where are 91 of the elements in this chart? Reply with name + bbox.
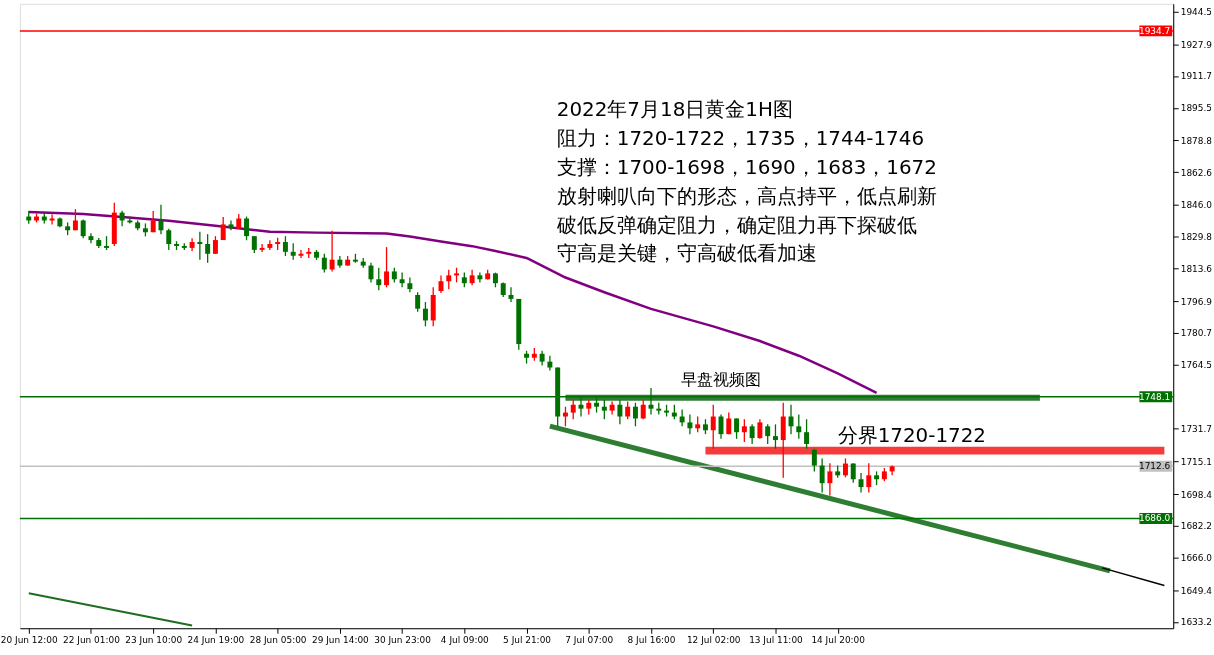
x-tick-label: 14 Jul 20:00 [811,634,866,645]
y-tick-label: 1666.0 [1180,553,1213,564]
annotation: 阻力：1720-1722，1735，1744-1746 [556,127,925,151]
line-series [27,210,878,395]
x-tick-label: 8 Jul 16:00 [627,634,676,645]
x-tick-label: 28 Jun 05:00 [249,634,307,645]
annotation: 早盘视频图 [681,369,762,389]
y-tick-label: 1780.7 [1180,328,1212,339]
y-tick-label: 1633.2 [1180,617,1212,628]
y-tick-label: 1895.5 [1180,103,1212,114]
candlestick [687,413,693,435]
x-tick-label: 20 Jun 12:00 [0,634,58,645]
candlestick [850,462,856,484]
candlestick [298,249,304,259]
candlestick [259,243,265,253]
candlestick [772,423,778,450]
candlestick [384,246,390,288]
y-tick-label: 1698.4 [1180,489,1213,500]
candlestick [446,269,452,290]
y-tick-label: 1829.8 [1180,232,1213,243]
annotation: 分界1720-1722 [837,423,987,447]
candlestick [640,399,646,420]
candlestick [197,230,203,261]
candlestick [267,239,273,251]
candlestick [399,271,405,288]
ref-line-label: 1748.1 [1138,391,1171,402]
candlestick [788,404,794,435]
candlestick [570,399,576,420]
y-tick-label: 1764.5 [1180,360,1212,371]
annotation: 守高是关键，守高破低看加速 [556,242,817,266]
annotation: 放射喇叭向下的形态，高点持平，低点刷新 [556,184,937,208]
candlestick [562,406,568,427]
candlestick [632,402,638,427]
candlestick [376,267,382,291]
candlestick [780,402,786,479]
x-tick-label: 24 Jun 19:00 [187,634,245,645]
candlestick [804,418,810,450]
y-tick-label: 1927.9 [1180,39,1213,50]
y-tick-label: 1911.7 [1180,71,1212,82]
annotation: 2022年7月18日黄金1H图 [556,98,793,122]
candlestick [422,301,428,327]
candlestick [158,204,164,235]
candlestick [757,418,763,440]
candlestick [329,230,335,273]
x-tick-label: 12 Jul 02:00 [686,634,741,645]
candlestick [765,423,771,445]
y-tick-label: 1862.6 [1180,167,1213,178]
candlestick [842,457,848,478]
candlestick [88,232,94,244]
candlestick [734,417,740,440]
candlestick [858,472,864,494]
candlestick [228,219,234,231]
ref-line-label: 1712.6 [1138,461,1171,472]
y-tick-label: 1813.6 [1180,263,1213,274]
x-tick-label: 30 Jun 23:00 [374,634,432,645]
y-tick-label: 1878.8 [1180,135,1213,146]
x-tick-label: 7 Jul 07:00 [565,634,614,645]
candlestick [827,462,833,497]
x-tick-label: 23 Jun 10:00 [125,634,183,645]
candlestick [321,253,327,274]
candlestick [80,218,86,239]
annotation: 破低反弹确定阻力，确定阻力再下探破低 [555,213,917,237]
candlestick [244,215,250,241]
candlestick [811,448,817,473]
x-tick-label: 4 Jul 09:00 [440,634,490,645]
y-tick-label: 1731.7 [1180,424,1212,435]
candlestick [601,399,607,420]
y-tick-label: 1649.4 [1180,585,1213,596]
candlestick [415,291,421,313]
y-tick-label: 1715.1 [1180,456,1212,467]
x-tick-label: 5 Jul 21:00 [503,634,552,645]
x-tick-label: 22 Jun 01:00 [63,634,121,645]
candlestick [796,413,802,440]
ref-line-label: 1934.7 [1138,25,1171,36]
candlestick [749,423,755,445]
y-tick-label: 1796.9 [1180,296,1213,307]
x-tick-label: 13 Jul 11:00 [749,634,804,645]
candlestick [710,404,716,450]
candlestick [866,462,872,494]
annotation: 支撑：1700-1698，1690，1683，1672 [556,155,937,179]
ref-line-label: 1686.0 [1138,513,1171,524]
candlestick [819,457,825,494]
y-tick-label: 1682.2 [1180,521,1212,532]
candlestick [617,399,623,425]
candlestick [166,228,172,251]
y-tick-label: 1846.0 [1180,200,1213,211]
x-tick-label: 29 Jun 14:00 [311,634,370,645]
candlestick [741,418,747,443]
y-tick-label: 1944.5 [1180,7,1212,18]
candlestick [282,235,288,257]
candlestick [205,233,211,264]
